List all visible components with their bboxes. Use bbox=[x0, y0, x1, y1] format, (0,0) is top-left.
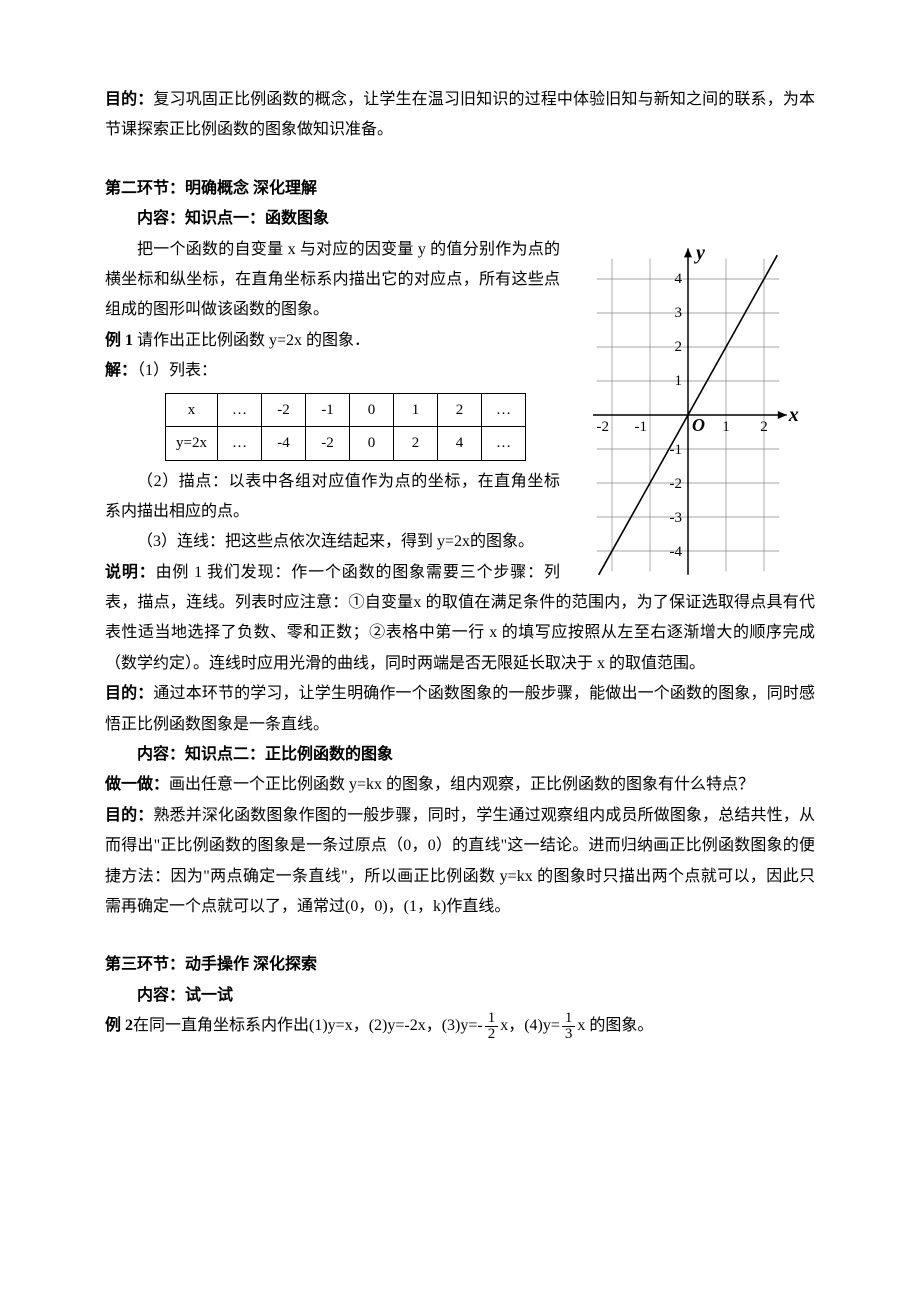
table-cell: y=2x bbox=[166, 427, 218, 461]
purpose3-text: 熟悉并深化函数图象作图的一般步骤，同时，学生通过观察组内成员所做图象，总结共性，… bbox=[105, 807, 815, 915]
ex2-text-a: 在同一直角坐标系内作出(1)y=x，(2)y=-2x，(3)y=- bbox=[133, 1011, 483, 1041]
table-cell: -2 bbox=[305, 427, 349, 461]
purpose2-text: 通过本环节的学习，让学生明确作一个函数图象的一般步骤，能做出一个函数的图象，同时… bbox=[105, 685, 815, 732]
kp1-title: 内容：知识点一：函数图象 bbox=[105, 204, 815, 234]
table-cell: 2 bbox=[393, 427, 437, 461]
purpose-label: 目的： bbox=[105, 91, 153, 108]
svg-text:-2: -2 bbox=[670, 476, 683, 492]
purpose3-label: 目的： bbox=[105, 807, 153, 824]
svg-text:-1: -1 bbox=[635, 419, 648, 435]
table-cell: … bbox=[217, 427, 261, 461]
table-cell: 2 bbox=[437, 393, 481, 427]
frac-num: 1 bbox=[562, 1011, 576, 1027]
table-cell: … bbox=[217, 393, 261, 427]
section3-title: 第三环节：动手操作 深化探索 bbox=[105, 950, 815, 980]
section3-content-title: 内容：试一试 bbox=[105, 981, 815, 1011]
do-text: 画出任意一个正比例函数 y=kx 的图象，组内观察，正比例函数的图象有什么特点？ bbox=[169, 776, 754, 793]
svg-text:-2: -2 bbox=[597, 419, 610, 435]
table-cell: -1 bbox=[305, 393, 349, 427]
ex2-text-b: x，(4)y= bbox=[500, 1011, 560, 1041]
ex2-text-c: x 的图象。 bbox=[577, 1011, 653, 1041]
solve-text: （1）列表： bbox=[137, 362, 217, 379]
do-label: 做一做： bbox=[105, 776, 169, 793]
kp2-title: 内容：知识点二：正比例函数的图象 bbox=[105, 740, 815, 770]
svg-text:4: 4 bbox=[675, 271, 683, 287]
svg-text:3: 3 bbox=[675, 305, 683, 321]
table-cell: x bbox=[166, 393, 218, 427]
frac-num: 1 bbox=[485, 1011, 499, 1027]
svg-text:-4: -4 bbox=[670, 544, 683, 560]
svg-text:1: 1 bbox=[675, 373, 683, 389]
svg-text:-1: -1 bbox=[670, 442, 683, 458]
purpose2-label: 目的： bbox=[105, 685, 153, 702]
table-cell: -4 bbox=[261, 427, 305, 461]
ex1-text: 请作出正比例函数 y=2x 的图象． bbox=[133, 332, 370, 349]
intro-purpose: 目的：复习巩固正比例函数的概念，让学生在温习旧知识的过程中体验旧知与新知之间的联… bbox=[105, 85, 815, 146]
svg-text:y: y bbox=[694, 242, 705, 264]
table-cell: 1 bbox=[393, 393, 437, 427]
purpose3: 目的：熟悉并深化函数图象作图的一般步骤，同时，学生通过观察组内成员所做图象，总结… bbox=[105, 801, 815, 923]
ex2-label: 例 2 bbox=[105, 1011, 133, 1041]
value-table: x … -2 -1 0 1 2 … y=2x … -4 -2 0 2 4 … bbox=[165, 393, 526, 461]
svg-text:2: 2 bbox=[675, 339, 683, 355]
frac-den: 3 bbox=[562, 1027, 576, 1042]
solve-label: 解： bbox=[105, 362, 137, 379]
table-cell: 4 bbox=[437, 427, 481, 461]
do-it: 做一做：画出任意一个正比例函数 y=kx 的图象，组内观察，正比例函数的图象有什… bbox=[105, 770, 815, 800]
table-cell: 0 bbox=[349, 393, 393, 427]
svg-text:-3: -3 bbox=[670, 510, 683, 526]
table-row: x … -2 -1 0 1 2 … bbox=[166, 393, 526, 427]
purpose2: 目的：通过本环节的学习，让学生明确作一个函数图象的一般步骤，能做出一个函数的图象… bbox=[105, 679, 815, 740]
table-cell: … bbox=[481, 427, 525, 461]
table-cell: … bbox=[481, 393, 525, 427]
table-cell: -2 bbox=[261, 393, 305, 427]
svg-text:2: 2 bbox=[760, 419, 768, 435]
svg-text:O: O bbox=[692, 415, 705, 435]
svg-text:1: 1 bbox=[722, 419, 730, 435]
purpose-text: 复习巩固正比例函数的概念，让学生在温习旧知识的过程中体验旧知与新知之间的联系，为… bbox=[105, 91, 815, 138]
section2-title: 第二环节：明确概念 深化理解 bbox=[105, 174, 815, 204]
fraction-1: 1 2 bbox=[485, 1011, 499, 1042]
ex1-label: 例 1 bbox=[105, 332, 133, 349]
table-cell: 0 bbox=[349, 427, 393, 461]
frac-den: 2 bbox=[485, 1027, 499, 1042]
table-row: y=2x … -4 -2 0 2 4 … bbox=[166, 427, 526, 461]
svg-text:x: x bbox=[788, 404, 799, 426]
example2: 例 2 在同一直角坐标系内作出(1)y=x，(2)y=-2x，(3)y=- 1 … bbox=[105, 1011, 815, 1042]
fraction-2: 1 3 bbox=[562, 1011, 576, 1042]
coordinate-graph: -2 -1 1 2 -4 -3 -2 -1 1 2 3 4 Ox y bbox=[570, 240, 815, 580]
note-label: 说明： bbox=[105, 564, 156, 581]
